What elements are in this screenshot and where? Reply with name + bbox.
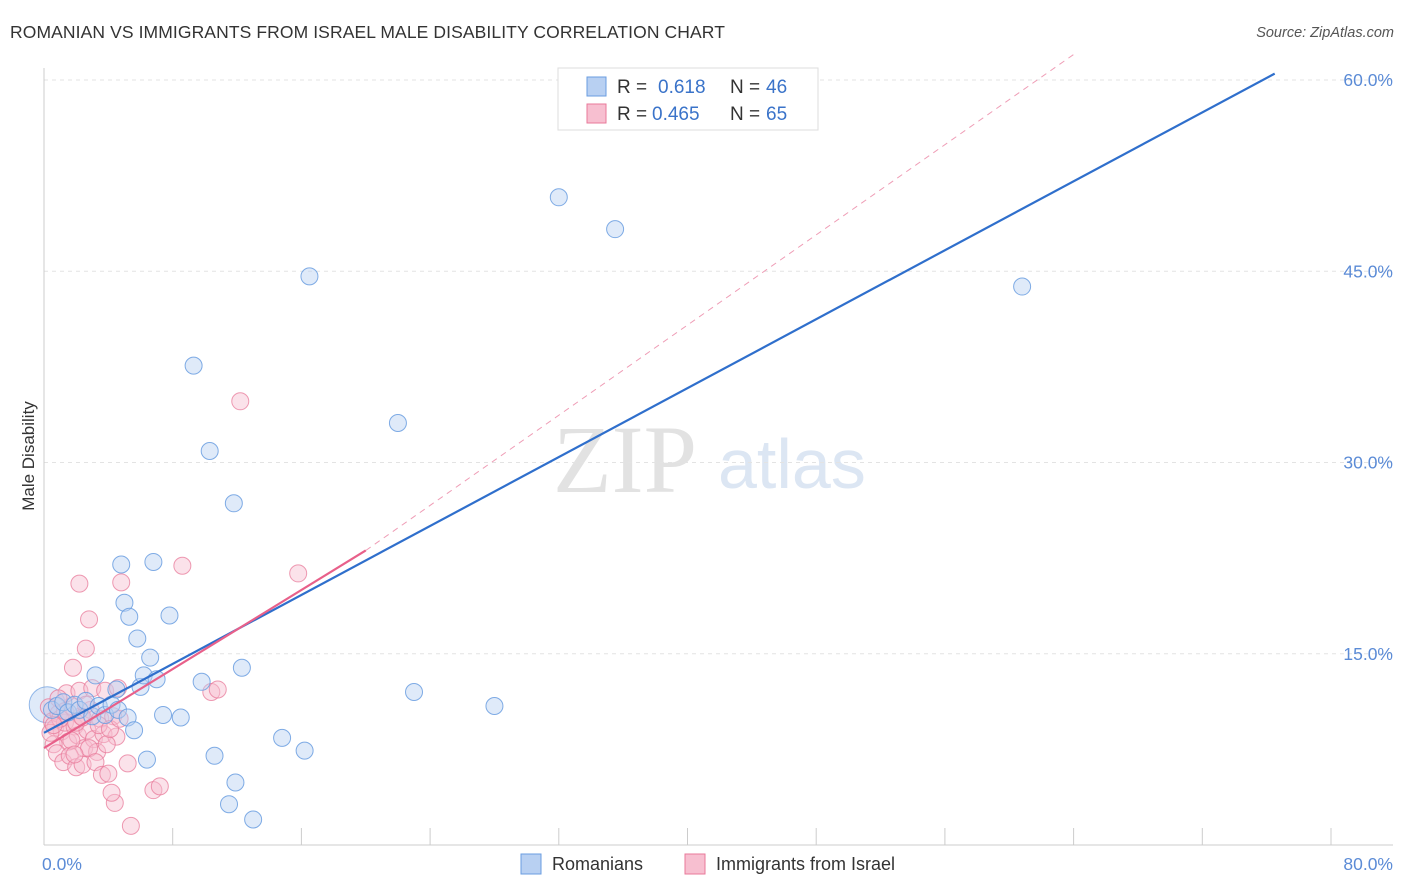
point-romanians-18 xyxy=(112,555,131,574)
point-israel-39 xyxy=(70,574,89,593)
point-israel-42 xyxy=(121,816,140,835)
point-romanians-29 xyxy=(184,356,203,375)
point-romanians-38 xyxy=(273,728,292,747)
point-romanians-35 xyxy=(226,773,245,792)
legend-n-label-1: N = xyxy=(730,77,760,98)
point-romanians-24 xyxy=(144,552,163,571)
legend-r-value-2: 0.465 xyxy=(652,104,700,125)
bottom-legend-swatch-israel xyxy=(684,853,706,875)
y-tick-label-15: 15.0% xyxy=(1343,644,1393,664)
point-israel-45 xyxy=(173,556,192,575)
trend-line-israel xyxy=(43,549,367,750)
legend-n-value-2: 65 xyxy=(766,104,787,125)
y-axis-label: Male Disability xyxy=(19,401,38,511)
trend-lines xyxy=(365,54,1074,551)
point-israel-52 xyxy=(89,716,108,735)
point-romanians-33 xyxy=(220,795,239,814)
trend-line-israel-extended xyxy=(365,54,1074,551)
point-israel-38 xyxy=(80,610,99,629)
point-israel-40 xyxy=(112,573,131,592)
point-israel-37 xyxy=(76,639,95,658)
bottom-legend: Romanians Immigrants from Israel xyxy=(520,853,895,875)
bottom-legend-label-israel: Immigrants from Israel xyxy=(716,854,895,874)
legend-r-label-1: R = xyxy=(617,77,647,98)
point-romanians-23 xyxy=(141,648,160,667)
point-romanians-17 xyxy=(137,750,156,769)
bottom-legend-label-romanians: Romanians xyxy=(552,854,643,874)
chart-source: Source: ZipAtlas.com xyxy=(1256,25,1394,41)
point-romanians-42 xyxy=(405,683,424,701)
point-israel-48 xyxy=(231,392,250,411)
point-romanians-46 xyxy=(1013,277,1032,296)
point-romanians-39 xyxy=(295,741,314,760)
point-romanians-36 xyxy=(232,658,251,677)
point-israel-36 xyxy=(63,658,82,677)
point-romanians-27 xyxy=(160,606,179,625)
point-israel-58 xyxy=(97,735,116,754)
point-israel-47 xyxy=(208,680,227,699)
watermark-atlas: atlas xyxy=(718,425,866,503)
point-romanians-20 xyxy=(120,607,139,626)
point-romanians-44 xyxy=(549,188,568,207)
y-tick-label-60: 60.0% xyxy=(1343,70,1393,90)
point-romanians-41 xyxy=(388,413,407,432)
point-israel-49 xyxy=(289,564,308,583)
point-romanians-28 xyxy=(171,708,190,727)
point-romanians-31 xyxy=(200,442,219,461)
grid-lines xyxy=(44,79,1393,655)
point-israel-44 xyxy=(150,777,169,796)
point-israel-26 xyxy=(92,765,111,784)
point-romanians-37 xyxy=(244,810,263,829)
watermark-zip: ZIP xyxy=(553,406,697,513)
point-romanians-13 xyxy=(107,680,126,699)
point-israel-41 xyxy=(118,754,137,773)
legend-swatch-romanians xyxy=(586,76,607,97)
chart-title: ROMANIAN VS IMMIGRANTS FROM ISRAEL MALE … xyxy=(10,22,726,42)
y-tick-label-30: 30.0% xyxy=(1343,453,1393,473)
point-romanians-15 xyxy=(125,721,144,740)
legend: R = 0.618 N = 46 R = 0.465 N = 65 xyxy=(557,67,819,131)
point-romanians-21 xyxy=(128,629,147,648)
legend-r-value-1: 0.618 xyxy=(658,77,706,98)
legend-swatch-israel xyxy=(586,103,607,124)
x-tick-label-min: 0.0% xyxy=(42,854,82,874)
tick-labels: 15.0% 30.0% 45.0% 60.0% 0.0% 80.0% xyxy=(42,70,1393,874)
point-romanians-45 xyxy=(606,220,625,239)
point-israel-29 xyxy=(102,783,121,802)
point-romanians-2 xyxy=(54,693,73,712)
point-romanians-4 xyxy=(65,695,84,714)
watermark: ZIP atlas xyxy=(553,406,866,513)
point-israel-54 xyxy=(107,727,126,746)
point-romanians-26 xyxy=(154,705,173,724)
legend-r-label-2: R = xyxy=(617,104,647,125)
point-romanians-43 xyxy=(485,697,504,716)
y-tick-label-45: 45.0% xyxy=(1343,261,1393,281)
point-israel-28 xyxy=(105,793,124,812)
point-romanians-40 xyxy=(300,267,319,286)
point-romanians-32 xyxy=(205,746,224,765)
point-israel-27 xyxy=(99,764,118,783)
point-romanians-19 xyxy=(115,593,134,612)
bottom-legend-swatch-romanians xyxy=(520,853,542,875)
point-romanians-30 xyxy=(192,672,211,691)
point-romanians-12 xyxy=(86,666,105,685)
axes xyxy=(43,68,1393,846)
point-romanians-34 xyxy=(224,494,243,513)
legend-n-label-2: N = xyxy=(730,104,760,125)
legend-n-value-1: 46 xyxy=(766,77,787,98)
point-israel-64 xyxy=(65,745,84,764)
data-points xyxy=(28,72,1276,835)
x-tick-label-max: 80.0% xyxy=(1343,854,1393,874)
